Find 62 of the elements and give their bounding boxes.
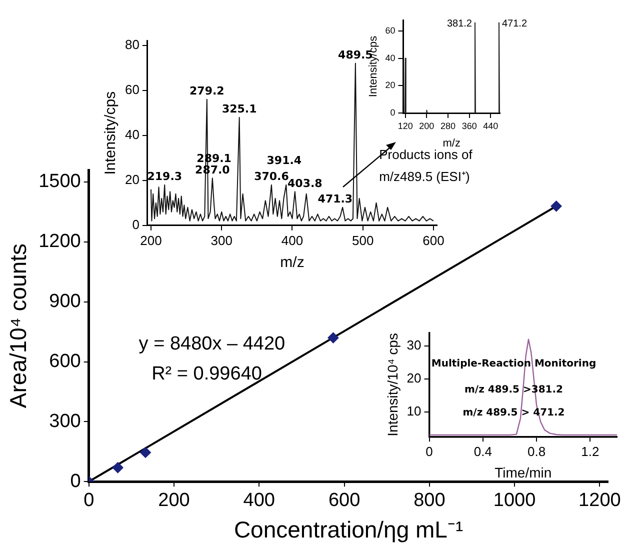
annotation: 391.4 — [266, 154, 302, 168]
y-tick-label: 0 — [70, 470, 81, 492]
x-tick-label: 400 — [281, 232, 304, 248]
y-tick-label: 20 — [385, 80, 396, 90]
x-tick-label: 200 — [419, 120, 434, 131]
point — [112, 462, 124, 474]
x-tick-label: 600 — [328, 490, 360, 512]
y-axis-title: Area/10⁴ counts — [5, 244, 32, 408]
y-tick-label: 900 — [49, 291, 81, 312]
y-tick-label: 20 — [124, 172, 140, 187]
y-tick-label: 600 — [49, 350, 81, 372]
x-tick-label: 440 — [483, 120, 498, 131]
point — [328, 332, 339, 344]
x-tick-label: 400 — [243, 490, 275, 512]
x-tick-label: 0.4 — [474, 444, 492, 459]
point — [140, 446, 151, 458]
point — [550, 200, 562, 212]
annotation: 381.2 — [446, 18, 472, 30]
y-tick-label: 0 — [390, 107, 396, 118]
y-tick-label: 30 — [406, 338, 422, 353]
x-tick-label: 200 — [158, 490, 190, 512]
y-axis-title: Intensity/cps — [102, 91, 120, 175]
x-axis-title: m/z — [442, 137, 460, 150]
annotation: 219.3 — [147, 170, 182, 184]
annotation: 279.2 — [190, 84, 224, 98]
x-tick-label: 280 — [440, 120, 456, 131]
annotation: 325.1 — [222, 102, 257, 116]
y-tick-label: 10 — [406, 403, 422, 418]
annotation: y = 8480x – 4420 — [138, 334, 286, 355]
x-axis-title: m/z — [280, 254, 304, 272]
x-tick-label: 360 — [462, 120, 477, 131]
x-tick-label: 500 — [352, 232, 374, 248]
x-tick-label: 120 — [398, 120, 413, 131]
x-tick-label: 600 — [422, 232, 444, 248]
annotation: 370.6 — [254, 170, 290, 184]
y-tick-label: 0 — [132, 216, 140, 232]
annotation: m/z489.5 (ESI⁺) — [379, 168, 470, 184]
x-tick-label: 1000 — [493, 490, 536, 512]
annotation: 471.3 — [318, 192, 353, 206]
annotation: 403.8 — [288, 176, 322, 190]
y-tick-label: 60 — [385, 25, 396, 36]
y-tick-label: 40 — [124, 126, 140, 142]
x-tick-label: 1.2 — [581, 444, 600, 459]
y-tick-label: 60 — [124, 82, 140, 97]
y-tick-label: 1500 — [38, 171, 81, 192]
annotation: Products ions of — [379, 146, 473, 162]
x-axis-title: Time/min — [494, 464, 552, 480]
y-axis-title: Intensity/10⁴ cps — [384, 333, 400, 436]
y-tick-label: 300 — [49, 410, 81, 432]
y-tick-label: 20 — [406, 370, 422, 386]
x-tick-label: 0 — [84, 490, 94, 512]
x-axis-title: Concentration/ηg mL⁻¹ — [234, 516, 464, 543]
annotation: R² = 0.99640 — [152, 363, 262, 384]
y-tick-label: 40 — [385, 52, 396, 63]
y-tick-label: 80 — [124, 36, 140, 52]
x-tick-label: 0 — [426, 444, 433, 459]
x-tick-label: 200 — [140, 232, 162, 248]
x-tick-label: 300 — [210, 232, 232, 248]
x-tick-label: 800 — [414, 490, 446, 512]
annotation: 471.2 — [502, 18, 528, 30]
x-tick-label: 1200 — [578, 490, 621, 512]
x-tick-label: 0.8 — [528, 444, 546, 459]
